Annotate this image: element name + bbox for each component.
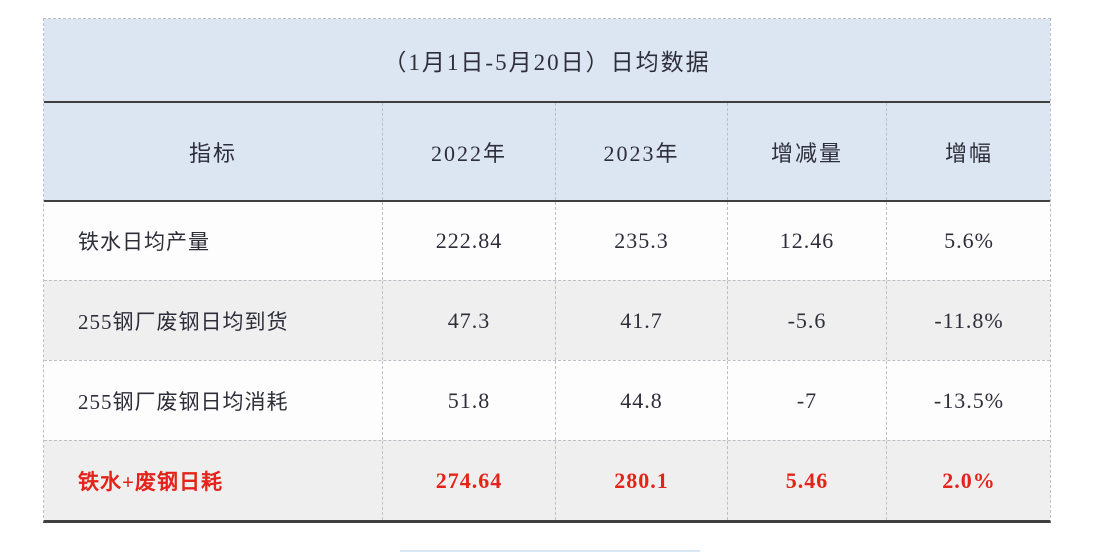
header-cell-change-pct: 增幅 — [944, 140, 993, 166]
row-label: 铁水+废钢日耗 — [44, 441, 383, 520]
value-change-pct: 5.6% — [944, 228, 994, 253]
table-header-row: 指标 2022年 2023年 增减量 增幅 — [44, 101, 1050, 200]
row-label: 255钢厂废钢日均到货 — [44, 281, 383, 360]
bottom-partial-element-hint — [400, 550, 700, 552]
value-change: -7 — [728, 361, 887, 440]
table-title-row: （1月1日-5月20日）日均数据 — [44, 19, 1050, 101]
value-2023: 44.8 — [556, 361, 728, 440]
value-2022: 51.8 — [383, 361, 556, 440]
table-row-hot-metal-output: 铁水日均产量 222.84 235.3 12.46 5.6% — [44, 200, 1050, 280]
value-change-pct: 2.0% — [942, 467, 996, 493]
value-2022: 274.64 — [383, 441, 556, 520]
header-cell-change: 增减量 — [728, 103, 887, 200]
table-title: （1月1日-5月20日）日均数据 — [383, 50, 711, 75]
header-cell-2023: 2023年 — [556, 103, 728, 200]
value-2022: 222.84 — [383, 202, 556, 280]
value-change: 5.46 — [728, 441, 887, 520]
value-2023: 41.7 — [556, 281, 728, 360]
value-change: 12.46 — [728, 202, 887, 280]
table-row-scrap-consumption: 255钢厂废钢日均消耗 51.8 44.8 -7 -13.5% — [44, 360, 1050, 440]
value-2023: 235.3 — [556, 202, 728, 280]
value-2022: 47.3 — [383, 281, 556, 360]
value-change-pct: -13.5% — [933, 387, 1005, 413]
row-label: 255钢厂废钢日均消耗 — [44, 361, 383, 440]
header-cell-2022: 2022年 — [383, 103, 556, 200]
daily-average-data-table: （1月1日-5月20日）日均数据 指标 2022年 2023年 增减量 增幅 铁… — [43, 18, 1051, 523]
row-label: 铁水日均产量 — [44, 202, 383, 280]
value-change: -5.6 — [728, 281, 887, 360]
table-row-total-daily-consumption: 铁水+废钢日耗 274.64 280.1 5.46 2.0% — [44, 440, 1050, 520]
value-change-pct: -11.8% — [934, 307, 1004, 333]
header-cell-indicator: 指标 — [44, 103, 383, 200]
table-row-scrap-arrival: 255钢厂废钢日均到货 47.3 41.7 -5.6 -11.8% — [44, 280, 1050, 360]
value-2023: 280.1 — [556, 441, 728, 520]
